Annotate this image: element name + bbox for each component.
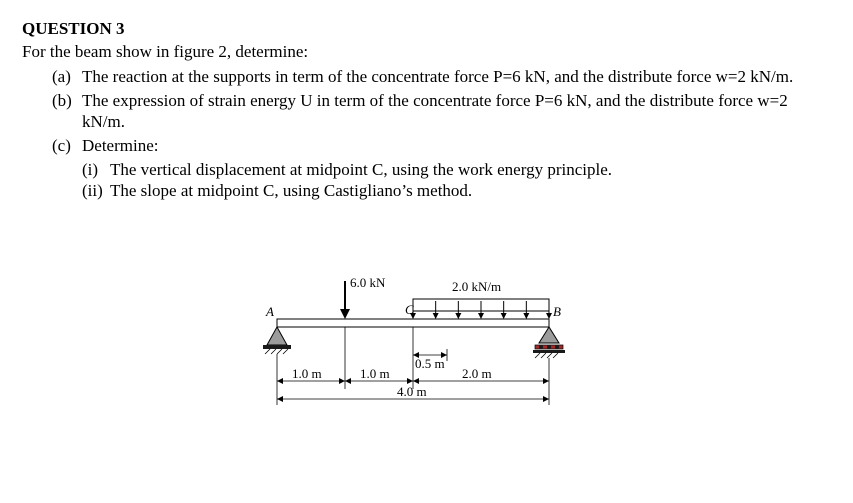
label-A: A xyxy=(265,304,274,319)
support-a-base xyxy=(263,345,291,349)
part-label: (c) xyxy=(52,135,71,156)
beam-svg: A C B 6.0 kN 2.0 kN/m 0.5 m xyxy=(247,261,607,421)
question-title: QUESTION 3 xyxy=(22,18,831,39)
point-load-arrow-icon xyxy=(340,309,350,319)
svg-text:1.0 m: 1.0 m xyxy=(292,366,322,381)
sub-label: (i) xyxy=(82,159,98,180)
part-a: (a) The reaction at the supports in term… xyxy=(52,66,831,87)
sub-parts: (i) The vertical displacement at midpoin… xyxy=(82,159,831,202)
part-c: (c) Determine: (i) The vertical displace… xyxy=(52,135,831,201)
part-label: (b) xyxy=(52,90,72,111)
question-intro: For the beam show in figure 2, determine… xyxy=(22,41,831,62)
roller-icon xyxy=(547,345,551,349)
question-parts: (a) The reaction at the supports in term… xyxy=(52,66,831,202)
part-b: (b) The expression of strain energy U in… xyxy=(52,90,831,133)
sub-i: (i) The vertical displacement at midpoin… xyxy=(82,159,831,180)
part-text: Determine: xyxy=(82,136,158,155)
dim-0p5m: 0.5 m xyxy=(413,327,447,371)
support-b-hatch xyxy=(535,353,558,358)
support-a-hatch xyxy=(265,349,288,354)
beam-body xyxy=(277,319,549,327)
support-b-base xyxy=(533,350,565,353)
roller-icon xyxy=(539,345,543,349)
sub-text: The vertical displacement at midpoint C,… xyxy=(110,160,612,179)
sub-ii: (ii) The slope at midpoint C, using Cast… xyxy=(82,180,831,201)
svg-text:1.0 m: 1.0 m xyxy=(360,366,390,381)
sub-label: (ii) xyxy=(82,180,103,201)
dist-load-label: 2.0 kN/m xyxy=(452,279,501,294)
dim-overall: 4.0 m xyxy=(277,384,549,405)
dist-load-arrows xyxy=(410,301,552,319)
svg-text:4.0 m: 4.0 m xyxy=(397,384,427,399)
svg-text:2.0 m: 2.0 m xyxy=(462,366,492,381)
point-load-label: 6.0 kN xyxy=(350,275,386,290)
part-text: The reaction at the supports in term of … xyxy=(82,67,793,86)
part-text: The expression of strain energy U in ter… xyxy=(82,91,788,131)
support-b-triangle xyxy=(539,327,559,343)
svg-text:0.5 m: 0.5 m xyxy=(415,356,445,371)
sub-text: The slope at midpoint C, using Castiglia… xyxy=(110,181,472,200)
support-a-triangle xyxy=(267,327,287,345)
part-label: (a) xyxy=(52,66,71,87)
beam-diagram: A C B 6.0 kN 2.0 kN/m 0.5 m xyxy=(22,261,831,421)
roller-icon xyxy=(555,345,559,349)
label-B: B xyxy=(553,304,561,319)
